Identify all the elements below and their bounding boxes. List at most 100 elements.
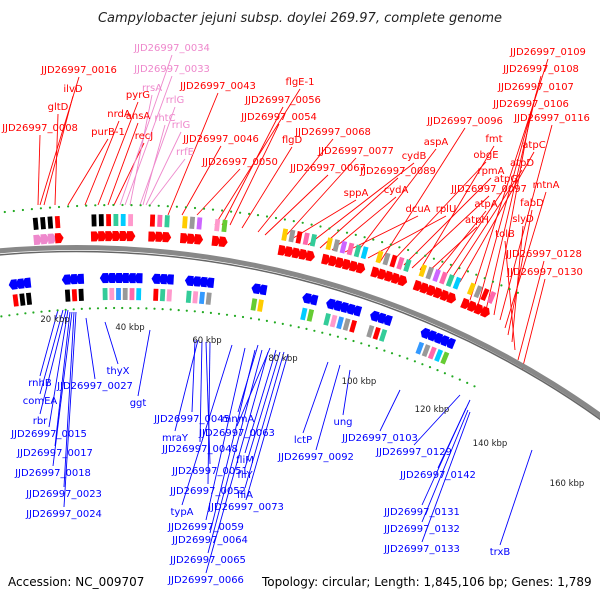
cog-block-forward (382, 252, 391, 266)
cog-block-forward (149, 214, 156, 227)
cog-dot (367, 344, 371, 347)
label-leader-line (413, 394, 461, 446)
scale-tick-label: 80 kbp (268, 354, 297, 364)
gene-arrow-forward (479, 306, 490, 318)
cog-dot (80, 307, 83, 310)
genome-backbone (0, 245, 600, 419)
label-leader-line (493, 110, 532, 316)
label-leader-line (85, 317, 96, 380)
gene-arrow-forward (390, 272, 401, 284)
gene-label-forward: JJD26997_0108 (502, 64, 579, 75)
cog-dot (375, 347, 378, 350)
cog-dot (443, 372, 446, 375)
label-leader-line (205, 341, 211, 465)
gene-label-reverse: JJD26997_0051 (171, 466, 248, 477)
gene-label-forward: mtnA (533, 180, 560, 191)
cog-dot (185, 309, 188, 312)
gene-label-forward: cydB (402, 151, 427, 162)
label-leader-line (149, 158, 186, 206)
gene-arrow-forward (473, 303, 484, 315)
cog-block-reverse (300, 307, 308, 321)
cog-block-reverse (136, 288, 142, 301)
gene-label-reverse: thyX (106, 366, 129, 377)
cog-block-reverse (71, 289, 78, 302)
cog-block-forward (480, 288, 490, 302)
gene-arrow-reverse (345, 303, 356, 315)
scale-tick-label: 100 kbp (342, 377, 377, 387)
cog-dot (48, 309, 51, 313)
cog-dot (129, 307, 132, 310)
cog-dot (398, 246, 401, 249)
cog-block-reverse (122, 287, 128, 301)
gene-label-forward: JJD26997_0033 (133, 64, 210, 75)
gene-arrow-forward (277, 244, 287, 256)
gene-arrow-reverse (251, 283, 261, 295)
cog-dot (221, 209, 224, 212)
gene-label-forward: JJD26997_0050 (201, 157, 278, 168)
scale-tick-label: 40 kbp (115, 323, 144, 333)
gene-label-forward: atpH (465, 215, 489, 226)
cog-dot (85, 204, 88, 207)
cog-block-forward (309, 233, 317, 247)
label-leader-line (199, 339, 203, 443)
cog-dot (273, 321, 276, 324)
label-leader-line (241, 146, 293, 229)
gene-label-reverse: JJD26997_0052 (169, 486, 246, 497)
label-leader-line (504, 191, 547, 329)
gene-arrow-forward (397, 274, 408, 287)
gene-label-forward: JJD26997_0054 (240, 112, 317, 123)
cog-block-reverse (185, 290, 192, 303)
gene-label-forward: pyrG (126, 90, 150, 101)
label-leader-line (124, 75, 173, 206)
reverse-gene-track (8, 272, 457, 365)
gene-arrow-reverse (446, 337, 457, 350)
label-leader-line (207, 349, 263, 554)
gene-arrow-forward (335, 257, 345, 269)
cog-block-forward (466, 282, 476, 296)
label-leader-line (67, 138, 109, 206)
gene-arrow-reverse (420, 327, 431, 340)
gene-arrow-reverse (352, 305, 363, 317)
gene-label-forward: rrlG (172, 120, 191, 131)
gene-arrow-forward (54, 232, 64, 244)
gene-label-forward: rplU (436, 204, 457, 215)
gene-label-forward: JJD26997_0089 (359, 166, 436, 177)
cog-block-forward (389, 254, 398, 268)
scale-ticks: 20 kbp 40 kbp 60 kbp 80 kbp 100 kbp 120 kbp 14… (40, 315, 584, 489)
gene-label-forward: rrfE (176, 147, 194, 158)
gene-arrow-forward (419, 282, 430, 294)
cog-dot (56, 309, 59, 312)
map-title: Campylobacter jejuni subsp. doylei 269.9… (98, 11, 502, 26)
cog-block-forward (32, 217, 39, 230)
gene-label-reverse: typA (170, 507, 193, 518)
gene-label-reverse: rnhB (28, 378, 52, 389)
cog-dot (184, 206, 187, 209)
gene-label-forward: JJD26997_0128 (505, 249, 582, 260)
cog-dot (57, 205, 61, 209)
gene-arrow-forward (187, 233, 196, 244)
gene-label-forward: fmt (485, 134, 502, 145)
gene-label-forward: JJD26997_0008 (1, 123, 78, 134)
cog-block-forward (445, 274, 455, 288)
gene-label-forward: slyD (512, 214, 534, 225)
label-leader-line (444, 185, 507, 277)
cog-dot (413, 360, 416, 363)
cog-dot (193, 310, 196, 313)
gene-label-forward: sppA (344, 188, 369, 199)
label-leader-line (52, 311, 73, 467)
gene-arrow-forward (370, 266, 380, 278)
gene-label-reverse: trxB (490, 547, 511, 558)
gene-label-forward: JJD26997_0077 (317, 146, 394, 157)
gene-label-forward: atpA (474, 199, 497, 210)
gene-label-forward: JJD26997_0068 (294, 127, 371, 138)
label-leader-line (419, 145, 495, 271)
cog-block-reverse (199, 291, 205, 305)
cog-block-forward (332, 239, 341, 252)
gene-label-forward: atpG (494, 174, 518, 185)
cog-dot (169, 308, 172, 311)
cog-block-forward (281, 228, 289, 242)
gene-arrow-reverse (339, 301, 349, 314)
cog-dot (516, 291, 520, 294)
gene-arrow-reverse (120, 272, 129, 284)
cog-dot (415, 251, 418, 254)
